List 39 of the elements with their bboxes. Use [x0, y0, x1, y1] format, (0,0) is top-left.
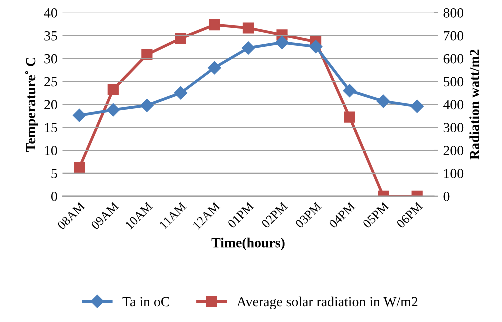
point	[344, 112, 356, 123]
point	[376, 94, 390, 108]
y-tick-label: 0	[51, 192, 58, 202]
y2-tick-label: 0	[444, 192, 450, 202]
y-tick-label: 25	[44, 77, 58, 87]
point	[242, 22, 254, 34]
x-axis-title: Time(hours)	[212, 238, 285, 251]
y-axis-title: Temperature˚ C	[25, 58, 38, 152]
point	[140, 98, 154, 112]
legend-label: Average solar radiation in W/m2	[236, 296, 418, 310]
y2-tick-label: 800	[444, 8, 464, 18]
point	[309, 40, 323, 54]
y2-tick-label: 700	[444, 31, 464, 41]
point	[175, 33, 187, 44]
legend-label: Ta in oC	[122, 297, 170, 307]
y2-axis-title: Radiation watt/m2	[470, 50, 480, 160]
point	[73, 109, 86, 122]
point	[410, 100, 424, 114]
y2-tick-label: 500	[444, 77, 464, 87]
point	[106, 104, 120, 117]
y-tick-label: 20	[44, 100, 58, 110]
point	[208, 61, 222, 75]
point	[108, 84, 119, 96]
point	[276, 36, 289, 50]
y2-tick-label: 600	[444, 54, 464, 64]
point	[174, 86, 188, 100]
y2-tick-label: 300	[444, 123, 464, 133]
y-tick-label: 30	[44, 54, 58, 64]
point	[343, 84, 356, 98]
y-tick-label: 15	[45, 123, 58, 133]
y-tick-label: 10	[45, 146, 58, 156]
y-tick-label: 5	[52, 169, 58, 178]
y2-tick-label: 100	[444, 169, 464, 178]
point	[209, 19, 220, 31]
point	[242, 42, 256, 55]
y2-tick-label: 400	[444, 100, 464, 110]
y-tick-label: 40	[44, 8, 58, 18]
y-tick-label: 35	[44, 31, 58, 41]
y2-tick-label: 200	[444, 146, 464, 156]
